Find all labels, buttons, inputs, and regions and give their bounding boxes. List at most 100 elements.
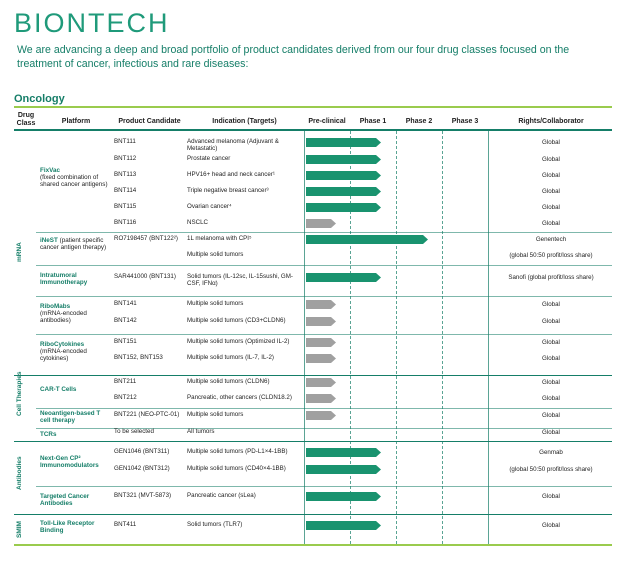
indication-cell: 1L melanoma with CPI⁵ (187, 235, 252, 242)
indication-cell: HPV16+ head and neck cancer¹ (187, 171, 275, 178)
progress-arrow-shape (306, 155, 381, 164)
header-rule (14, 129, 612, 131)
class-mrna: mRNA (16, 242, 23, 262)
indication-cell: Multiple solid tumors (187, 411, 244, 418)
indication-cell: Pancreatic, other cancers (CLDN18.2) (187, 394, 292, 401)
class-cell: Cell Therapies (16, 371, 23, 416)
rights-cell: Global (542, 379, 560, 386)
platform-divider (36, 428, 612, 429)
candidate-cell: BNT212 (114, 394, 137, 401)
progress-arrow-shape (306, 521, 381, 530)
bottom-rule (14, 544, 612, 546)
progress-arrow-shape (306, 492, 381, 501)
progress-arrow (306, 300, 336, 309)
rights-cell: (global 50:50 profit/loss share) (509, 252, 593, 259)
header-phase3: Phase 3 (451, 118, 479, 125)
indication-cell: Multiple solid tumors (187, 300, 244, 307)
progress-arrow (306, 203, 381, 212)
rights-cell: Global (542, 339, 560, 346)
candidate-cell: BNT112 (114, 155, 137, 162)
header-drug-class: Drug Class (16, 112, 36, 127)
progress-arrow (306, 521, 381, 530)
platform-divider (36, 265, 612, 266)
rights-cell: Global (542, 204, 560, 211)
section-title: Oncology (14, 93, 65, 105)
progress-arrow-shape (306, 138, 381, 147)
class-smim: SMIM (16, 521, 23, 538)
progress-arrow (306, 394, 336, 403)
rights-cell: Genmab (539, 449, 563, 456)
progress-arrow-shape (306, 300, 336, 309)
progress-arrow (306, 317, 336, 326)
rights-cell: Global (542, 318, 560, 325)
progress-arrow-shape (306, 203, 381, 212)
indication-cell: Solid tumors (TLR7) (187, 521, 243, 528)
candidate-cell: BNT151 (114, 338, 137, 345)
progress-arrow (306, 448, 381, 457)
col-line-phase3 (442, 131, 443, 544)
biontech-logo: BIONTECH (14, 8, 170, 38)
candidate-cell: To be selected (114, 428, 154, 435)
progress-arrow (306, 187, 381, 196)
platform-ribomabs: RiboMabs (mRNA-encoded antibodies) (40, 303, 87, 325)
candidate-cell: BNT321 (MVT-5873) (114, 492, 172, 499)
rights-cell: Global (542, 355, 560, 362)
progress-arrow (306, 338, 336, 347)
platform-tcrs: TCRs (40, 431, 57, 438)
rights-cell: Global (542, 220, 560, 227)
indication-cell: Triple negative breast cancer³ (187, 187, 269, 194)
candidate-cell: BNT111 (114, 138, 136, 145)
progress-arrow (306, 465, 381, 474)
candidate-cell: BNT221 (NEO-PTC-01) (114, 411, 180, 418)
progress-arrow-shape (306, 448, 381, 457)
platform-targeted: Targeted Cancer Antibodies (40, 493, 90, 508)
platform-divider (36, 486, 612, 487)
platform-ribocytokines: RiboCytokines (mRNA-encoded cytokines) (40, 341, 87, 363)
candidate-cell: SAR441000 (BNT131) (114, 273, 176, 280)
progress-arrow-shape (306, 171, 381, 180)
header-preclinical: Pre-clinical (308, 118, 346, 125)
progress-arrow (306, 155, 381, 164)
platform-inest: iNeST (patient specific cancer antigen t… (40, 237, 107, 252)
indication-cell: Multiple solid tumors (CLDN6) (187, 378, 270, 385)
header-indication: Indication (Targets) (212, 118, 277, 125)
rights-cell: Global (542, 429, 560, 436)
col-line-phase1 (350, 131, 351, 544)
indication-cell: NSCLC (187, 219, 208, 226)
progress-arrow-shape (306, 273, 381, 282)
progress-arrow-shape (306, 317, 336, 326)
header-rights: Rights/Collaborator (518, 118, 584, 125)
col-line-phase2 (396, 131, 397, 544)
platform-intratumoral: Intratumoral Immunotherapy (40, 272, 88, 287)
progress-arrow (306, 411, 336, 420)
header-phase1: Phase 1 (359, 118, 387, 125)
indication-cell: Ovarian cancer⁴ (187, 203, 232, 210)
rights-cell: Genentech (535, 236, 567, 243)
candidate-cell: BNT114 (114, 187, 137, 194)
indication-cell: Multiple solid tumors (IL-7, IL-2) (187, 354, 274, 361)
progress-arrow (306, 138, 381, 147)
class-divider (14, 375, 612, 376)
progress-arrow (306, 273, 381, 282)
progress-arrow (306, 492, 381, 501)
indication-cell: Multiple solid tumors (187, 251, 244, 258)
platform-divider (36, 232, 612, 233)
rights-cell: Global (542, 172, 560, 179)
indication-cell: Multiple solid tumors (Optimized IL-2) (187, 338, 290, 345)
progress-arrow-shape (306, 235, 428, 244)
progress-arrow (306, 354, 336, 363)
platform-divider (36, 296, 612, 297)
candidate-cell: BNT113 (114, 171, 137, 178)
class-antibodies: Antibodies (16, 456, 23, 490)
header-phase2: Phase 2 (405, 118, 433, 125)
candidate-cell: BNT142 (114, 317, 137, 324)
candidate-cell: BNT115 (114, 203, 137, 210)
candidate-cell: BNT116 (114, 219, 137, 226)
rights-cell: Global (542, 493, 560, 500)
indication-cell: Advanced melanoma (Adjuvant & Metastatic… (187, 138, 279, 152)
rights-cell: Global (542, 156, 560, 163)
top-rule (14, 106, 612, 108)
progress-arrow-shape (306, 187, 381, 196)
indication-cell: Multiple solid tumors (CD40×4-1BB) (187, 465, 286, 472)
progress-arrow-shape (306, 354, 336, 363)
